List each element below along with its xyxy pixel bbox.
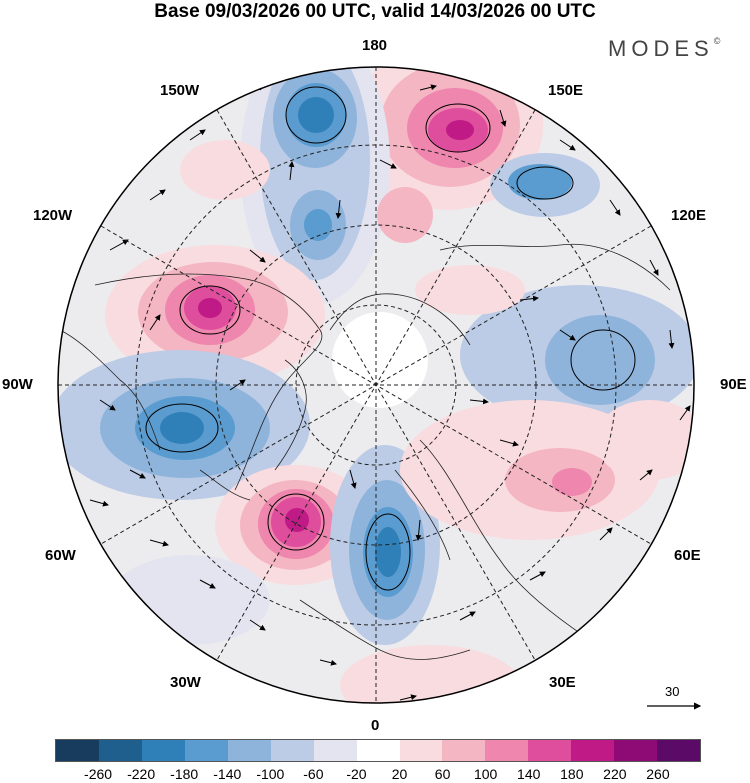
reference-vector-label: 30 — [665, 684, 680, 699]
colorbar-swatch — [442, 740, 486, 761]
logo-text: MODES — [608, 36, 714, 61]
colorbar-swatch — [56, 740, 99, 761]
colorbar-tick-label: -20 — [346, 766, 367, 782]
label-180: 180 — [362, 37, 388, 54]
colorbar-swatch — [356, 740, 400, 761]
coastlines — [59, 243, 671, 660]
colorbar — [55, 739, 701, 762]
colorbar-swatch — [141, 740, 185, 761]
label-120w: 120W — [33, 207, 73, 224]
label-90e: 90E — [720, 376, 747, 393]
positive-anomaly-minor — [110, 140, 694, 703]
contours — [145, 86, 636, 591]
modes-logo: MODES© — [608, 36, 720, 62]
label-60w: 60W — [45, 547, 76, 564]
positive-anomaly-150e — [353, 67, 543, 210]
colorbar-swatch — [184, 740, 228, 761]
colorbar-tick-label: 140 — [517, 766, 541, 782]
colorbar-tick-label: -220 — [127, 766, 156, 782]
negative-anomaly-95w — [58, 350, 310, 500]
colorbar-swatch — [657, 740, 701, 761]
label-120e: 120E — [671, 207, 707, 224]
label-30w: 30W — [170, 674, 201, 691]
colorbar-tick-label: 220 — [603, 766, 627, 782]
anomaly-field — [58, 67, 694, 703]
colorbar-swatch — [270, 740, 314, 761]
negative-anomaly-160w — [240, 67, 390, 305]
label-0: 0 — [371, 717, 380, 734]
copyright-mark: © — [713, 36, 721, 46]
colorbar-swatch — [485, 740, 529, 761]
label-150e: 150E — [548, 82, 584, 99]
colorbar-swatch — [528, 740, 572, 761]
colorbar-tick-label: -180 — [170, 766, 199, 782]
colorbar-tick-label: 180 — [560, 766, 584, 782]
graticule — [58, 67, 694, 703]
colorbar-tick-label: -60 — [303, 766, 324, 782]
label-150w: 150W — [160, 82, 200, 99]
colorbar-tick-label: 60 — [434, 766, 451, 782]
colorbar-swatch — [571, 740, 615, 761]
colorbar-swatch — [227, 740, 271, 761]
label-60e: 60E — [674, 547, 701, 564]
colorbar-tick-label: 260 — [646, 766, 670, 782]
colorbar-swatch — [98, 740, 142, 761]
colorbar-swatch — [399, 740, 443, 761]
colorbar-tick-label: -100 — [256, 766, 285, 782]
chart-title: Base 09/03/2026 00 UTC, valid 14/03/2026… — [154, 1, 596, 22]
colorbar-swatch — [313, 740, 357, 761]
colorbar-tick-label: -140 — [213, 766, 242, 782]
polar-cap — [332, 312, 428, 408]
colorbar-swatch — [614, 740, 658, 761]
colorbar-tick-label: 20 — [391, 766, 408, 782]
label-30e: 30E — [549, 674, 576, 691]
map-border — [57, 66, 695, 704]
wind-vectors — [89, 77, 691, 701]
colorbar-tick-label: 100 — [473, 766, 498, 782]
colorbar-tick-label: -260 — [84, 766, 113, 782]
negative-anomaly-135e — [490, 153, 600, 217]
label-90w: 90W — [2, 376, 33, 393]
